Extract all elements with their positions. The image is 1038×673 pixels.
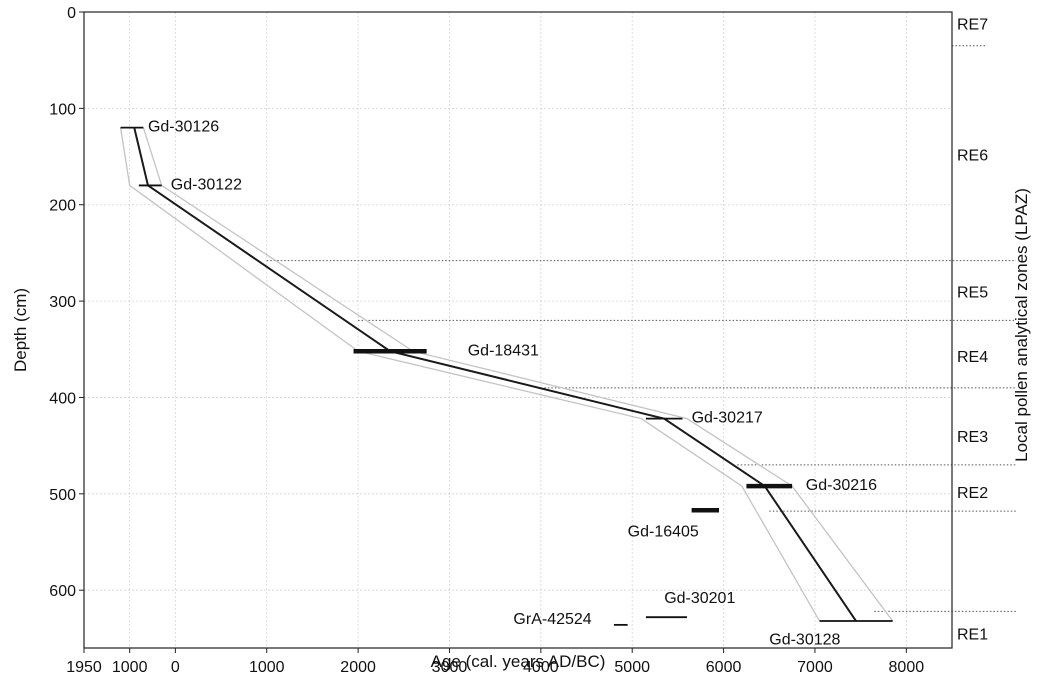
confidence-lower-line: [119, 127, 821, 622]
x-tick-label: 3000: [432, 659, 468, 673]
zone-axis-label: Local pollen analytical zones (LPAZ): [1012, 188, 1031, 462]
x-tick-label: 1950: [66, 659, 102, 673]
sample-label: Gd-30217: [692, 410, 763, 427]
zone-label: RE7: [957, 17, 988, 34]
confidence-envelope: [119, 127, 894, 622]
sample-label: GrA-42524: [513, 611, 591, 628]
x-tick-label: 2000: [340, 659, 376, 673]
sample-label: Gd-30128: [769, 631, 840, 648]
x-axis-label: Age (cal. years AD/BC): [431, 652, 606, 671]
y-tick-label: 300: [49, 294, 76, 311]
plot-frame: [83, 11, 953, 649]
zone-label: RE6: [957, 148, 988, 165]
x-axis-ticks: 1950 1000 0 1000 2000 3000 4000 5000 6000 7000 800…: [66, 648, 924, 673]
y-tick-label: 0: [67, 5, 76, 22]
x-tick-label: 1000: [112, 659, 148, 673]
x-tick-label: 7000: [797, 659, 833, 673]
zone-label: RE2: [957, 485, 988, 502]
y-tick-label: 500: [49, 487, 76, 504]
zone-label: RE5: [957, 284, 988, 301]
zone-boundary-lines: [266, 45, 1016, 612]
y-tick-label: 400: [49, 390, 76, 407]
x-tick-label: 8000: [889, 659, 925, 673]
x-tick-label: 5000: [614, 659, 650, 673]
confidence-upper-line: [142, 127, 894, 622]
x-tick-label: 6000: [706, 659, 742, 673]
y-axis-ticks: 0 100 200 300 400 500 600: [49, 5, 84, 600]
zone-label: RE3: [957, 429, 988, 446]
age-depth-model-line: [133, 127, 857, 622]
y-tick-label: 100: [49, 101, 76, 118]
sample-label: Gd-30126: [148, 119, 219, 136]
radiocarbon-samples: Gd-30126 Gd-30122 Gd-18431 Gd-30217 Gd-30216…: [120, 119, 893, 648]
age-depth-model: [133, 127, 857, 622]
y-tick-label: 600: [49, 583, 76, 600]
sample-label: Gd-30216: [806, 477, 877, 494]
sample-label: Gd-18431: [468, 342, 539, 359]
x-tick-label: 4000: [523, 659, 559, 673]
grid-lines: [83, 11, 952, 648]
sample-label: Gd-30201: [664, 590, 735, 607]
sample-label: Gd-30122: [171, 177, 242, 194]
zone-label: RE4: [957, 349, 988, 366]
x-tick-label: 0: [171, 659, 180, 673]
sample-label: Gd-16405: [628, 523, 699, 540]
y-tick-label: 200: [49, 198, 76, 215]
y-axis-label: Depth (cm): [11, 288, 30, 372]
x-tick-label: 1000: [249, 659, 285, 673]
zone-labels: RE7 RE6 RE5 RE4 RE3 RE2 RE1: [957, 17, 988, 644]
zone-label: RE1: [957, 627, 988, 644]
